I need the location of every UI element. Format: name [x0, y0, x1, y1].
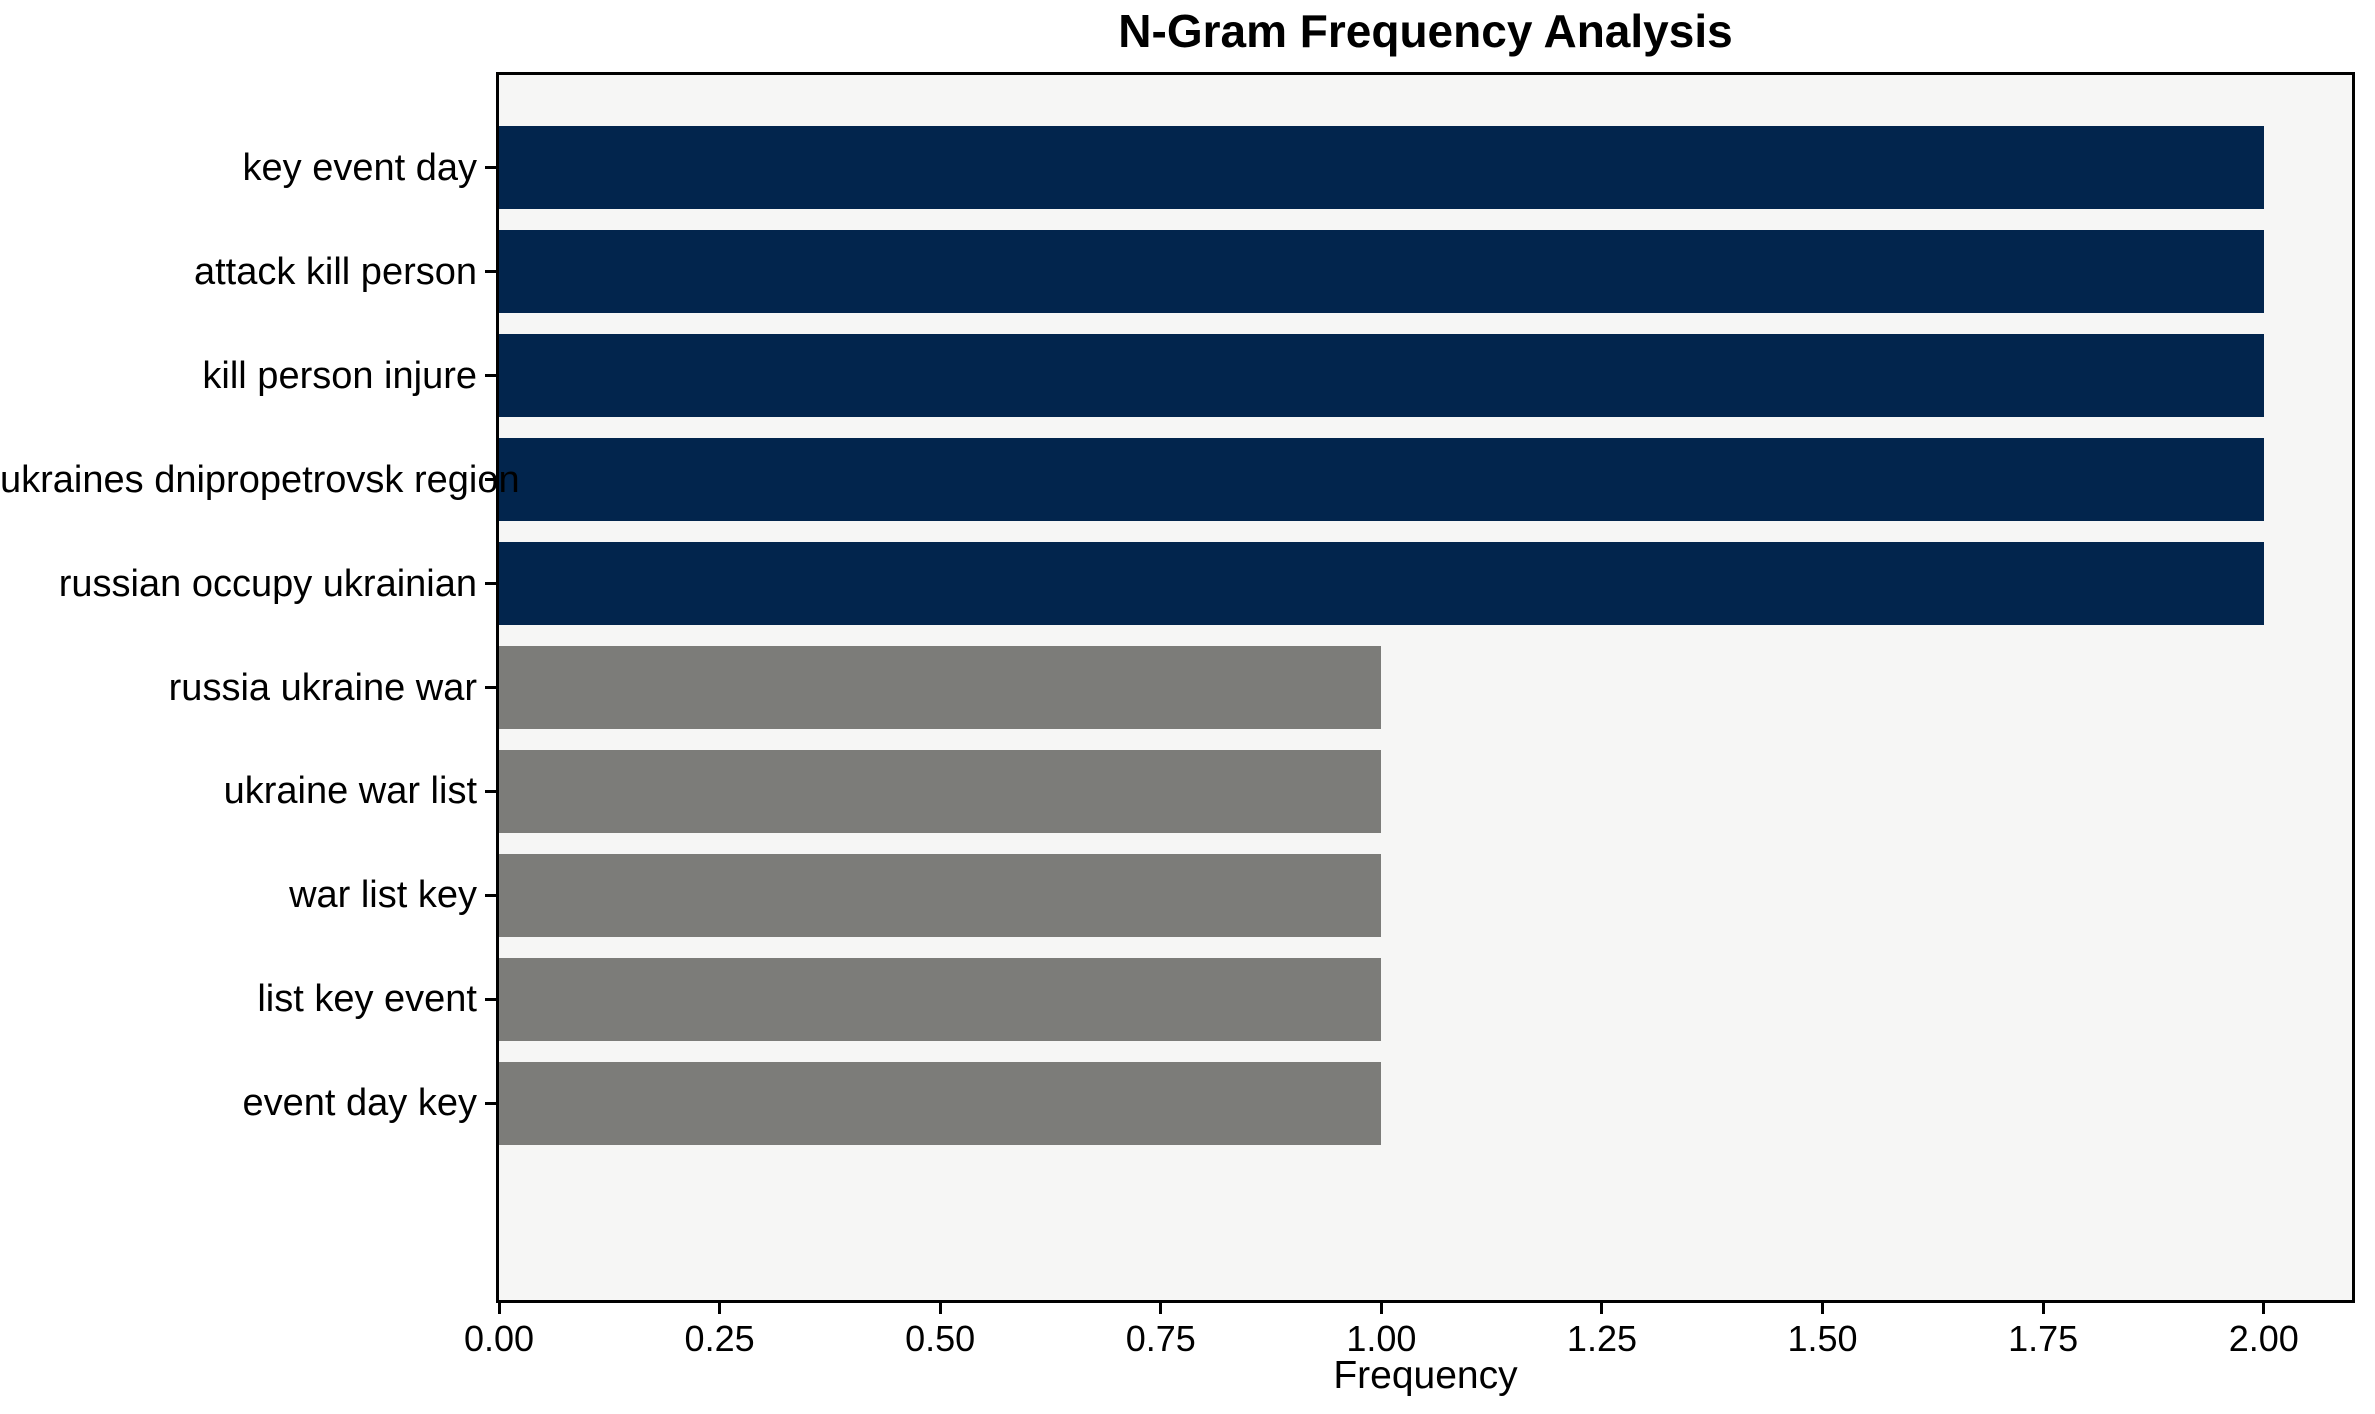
y-tick-label: war list key [289, 874, 477, 917]
y-tick-label: key event day [242, 146, 477, 189]
bar [499, 229, 2264, 314]
y-tick-mark [485, 270, 496, 274]
y-tick-label: ukraine war list [223, 770, 477, 813]
x-tick-mark [1821, 1303, 1825, 1314]
x-tick-label: 0.25 [684, 1318, 755, 1359]
y-tick-label: russia ukraine war [168, 666, 477, 709]
x-tick-label: 1.00 [1346, 1318, 1417, 1359]
y-tick-mark [485, 478, 496, 482]
bar [499, 749, 1382, 834]
x-tick-mark [938, 1303, 942, 1314]
y-tick-mark [485, 686, 496, 689]
x-tick-label: 1.75 [2008, 1318, 2079, 1359]
y-tick-label: list key event [257, 978, 477, 1021]
x-tick-mark [2041, 1303, 2045, 1314]
x-tick-mark [1379, 1303, 1383, 1314]
x-tick-label: 2.00 [2228, 1318, 2299, 1359]
y-tick-mark [485, 893, 496, 897]
x-tick-label: 1.25 [1566, 1318, 1637, 1359]
x-tick-mark [497, 1303, 501, 1314]
y-tick-label: attack kill person [193, 250, 477, 293]
y-tick-mark [485, 1101, 496, 1105]
y-tick-label: kill person injure [202, 354, 477, 397]
bar [499, 853, 1382, 938]
x-tick-mark [2262, 1303, 2266, 1314]
bar [499, 645, 1382, 730]
x-tick-label: 0.50 [905, 1318, 976, 1359]
y-tick-label: event day key [242, 1082, 477, 1125]
x-axis-title: Frequency [1333, 1354, 1518, 1397]
x-tick-label: 0.75 [1125, 1318, 1196, 1359]
x-tick-mark [1600, 1303, 1604, 1314]
x-tick-label: 1.50 [1787, 1318, 1858, 1359]
bar [499, 333, 2264, 418]
y-tick-mark [485, 789, 496, 793]
bar [499, 541, 2264, 626]
y-tick-mark [485, 997, 496, 1001]
y-tick-label: ukraines dnipropetrovsk region [0, 458, 520, 501]
bar [499, 437, 2264, 522]
chart-title: N-Gram Frequency Analysis [1118, 5, 1733, 57]
y-tick-mark [485, 374, 496, 378]
y-tick-label: russian occupy ukrainian [58, 562, 477, 605]
plot-area [496, 72, 2355, 1303]
bar [499, 125, 2264, 210]
bar [499, 957, 1382, 1042]
bar [499, 1061, 1382, 1146]
y-tick-mark [485, 166, 496, 170]
x-tick-label: 0.00 [463, 1318, 535, 1359]
x-tick-mark [1159, 1303, 1163, 1314]
x-tick-mark [718, 1303, 722, 1314]
y-tick-mark [485, 582, 496, 585]
